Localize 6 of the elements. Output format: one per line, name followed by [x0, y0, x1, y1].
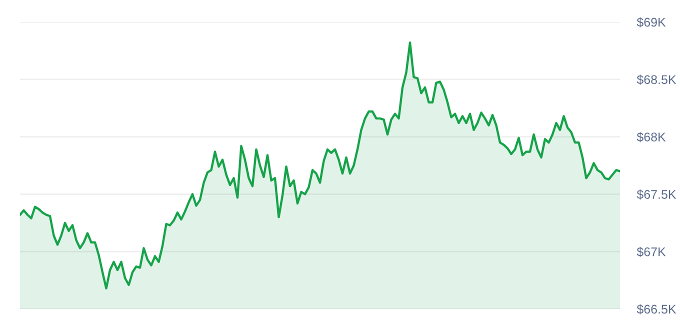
y-tick-label: $68.5K	[636, 74, 676, 85]
y-tick-label: $66.5K	[636, 304, 676, 314]
y-tick-label: $69K	[636, 17, 666, 28]
y-tick-label: $68K	[636, 132, 666, 142]
y-tick-label: $67.5K	[636, 189, 676, 200]
y-tick-label: $67K	[636, 246, 666, 257]
